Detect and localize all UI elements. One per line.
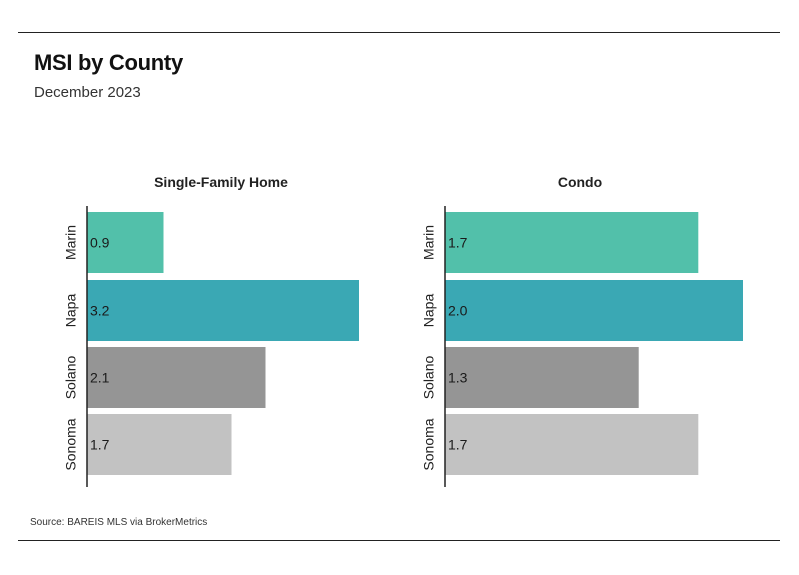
- category-label-solano: Solano: [421, 355, 437, 399]
- category-label-solano: Solano: [63, 355, 79, 399]
- category-label-marin: Marin: [63, 225, 79, 260]
- chart-title: MSI by County: [34, 50, 183, 75]
- bar-sonoma: [445, 414, 699, 475]
- value-label-sonoma: 1.7: [448, 437, 468, 453]
- source-note: Source: BAREIS MLS via BrokerMetrics: [30, 517, 208, 528]
- panel-title: Single-Family Home: [154, 174, 288, 190]
- chart-subtitle: December 2023: [34, 84, 141, 101]
- bottom-rule: [18, 540, 780, 541]
- bar-napa: [87, 280, 359, 341]
- category-label-napa: Napa: [421, 294, 437, 328]
- category-label-sonoma: Sonoma: [421, 418, 437, 470]
- bar-sonoma: [87, 414, 232, 475]
- value-label-marin: 1.7: [448, 235, 468, 251]
- panel-condo: Condo 1.7 Marin 2.0 Napa 1.3 Solano 1.7 Sonoma: [421, 174, 743, 487]
- bar-solano: [445, 347, 639, 408]
- bar-marin: [87, 212, 164, 273]
- bar-solano: [87, 347, 266, 408]
- value-label-napa: 3.2: [90, 303, 110, 319]
- value-label-napa: 2.0: [448, 303, 468, 319]
- top-rule: [18, 32, 780, 33]
- value-label-sonoma: 1.7: [90, 437, 110, 453]
- panel-title: Condo: [558, 174, 602, 190]
- bar-napa: [445, 280, 743, 341]
- category-label-sonoma: Sonoma: [63, 418, 79, 470]
- value-label-solano: 2.1: [90, 370, 110, 386]
- value-label-marin: 0.9: [90, 235, 110, 251]
- category-label-marin: Marin: [421, 225, 437, 260]
- value-label-solano: 1.3: [448, 370, 468, 386]
- panel-single-family: Single-Family Home 0.9 Marin 3.2 Napa 2.1 Sola…: [63, 174, 359, 487]
- bar-marin: [445, 212, 699, 273]
- category-label-napa: Napa: [63, 294, 79, 328]
